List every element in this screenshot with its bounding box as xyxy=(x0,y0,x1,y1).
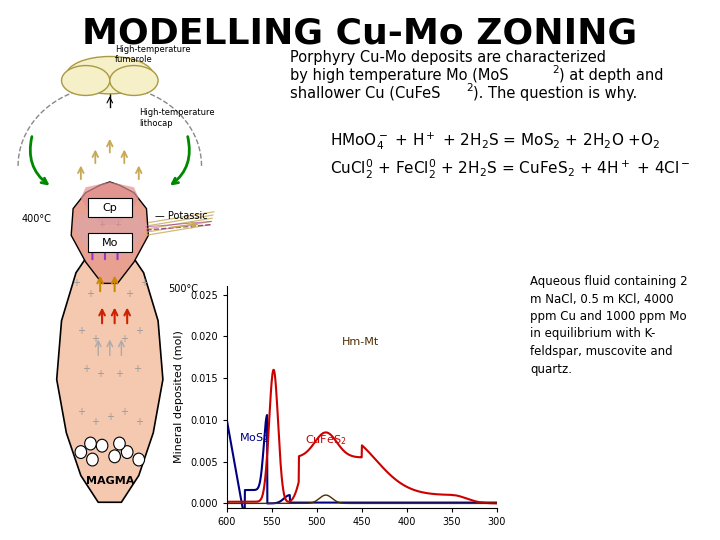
Text: +: + xyxy=(115,369,123,379)
Text: High-temperature
lithocap: High-temperature lithocap xyxy=(139,108,215,127)
Text: High-temperature
fumarole: High-temperature fumarole xyxy=(114,45,190,64)
Y-axis label: Mineral deposited (mol): Mineral deposited (mol) xyxy=(174,330,184,463)
Text: +: + xyxy=(106,412,114,422)
Text: Porphyry Cu-Mo deposits are characterized: Porphyry Cu-Mo deposits are characterize… xyxy=(290,50,606,65)
Ellipse shape xyxy=(66,57,153,94)
Text: +: + xyxy=(114,220,121,229)
Text: — Potassic: — Potassic xyxy=(156,211,208,221)
Text: +: + xyxy=(102,233,109,242)
Text: +: + xyxy=(91,417,99,427)
Ellipse shape xyxy=(61,65,110,96)
Text: ). The question is why.: ). The question is why. xyxy=(473,86,637,101)
Circle shape xyxy=(133,453,145,466)
Circle shape xyxy=(114,437,125,450)
Text: shallower Cu (CuFeS: shallower Cu (CuFeS xyxy=(290,86,441,101)
FancyBboxPatch shape xyxy=(88,198,132,217)
Text: +: + xyxy=(77,407,85,416)
Text: +: + xyxy=(135,417,143,427)
Circle shape xyxy=(122,446,133,458)
Text: HMoO$_4^-$ + H$^+$ + 2H$_2$S = MoS$_2$ + 2H$_2$O +O$_2$: HMoO$_4^-$ + H$^+$ + 2H$_2$S = MoS$_2$ +… xyxy=(330,130,660,152)
Text: 400°C: 400°C xyxy=(22,214,52,224)
Polygon shape xyxy=(73,208,146,256)
Text: +: + xyxy=(132,364,141,374)
Text: +: + xyxy=(120,334,128,344)
Circle shape xyxy=(75,446,86,458)
Text: MoS$_2$: MoS$_2$ xyxy=(239,431,269,444)
Text: +: + xyxy=(72,279,80,288)
Text: CuCl$_2^0$ + FeCl$_2^0$ + 2H$_2$S = CuFeS$_2$ + 4H$^+$ + 4Cl$^-$: CuCl$_2^0$ + FeCl$_2^0$ + 2H$_2$S = CuFe… xyxy=(330,158,690,181)
Text: +: + xyxy=(77,326,85,336)
Text: +: + xyxy=(135,326,143,336)
Circle shape xyxy=(96,439,108,452)
Text: +: + xyxy=(81,364,90,374)
Text: by high temperature Mo (MoS: by high temperature Mo (MoS xyxy=(290,68,508,83)
Text: 2: 2 xyxy=(466,83,472,93)
Text: ) at depth and: ) at depth and xyxy=(559,68,664,83)
Text: MAGMA: MAGMA xyxy=(86,476,134,486)
Text: +: + xyxy=(91,334,99,344)
Text: +: + xyxy=(140,279,148,288)
Polygon shape xyxy=(71,182,148,284)
Circle shape xyxy=(86,453,98,466)
Text: Mo: Mo xyxy=(102,238,118,248)
Text: +: + xyxy=(96,369,104,379)
Text: Aqueous fluid containing 2
m NaCl, 0.5 m KCl, 4000
ppm Cu and 1000 ppm Mo
in equ: Aqueous fluid containing 2 m NaCl, 0.5 m… xyxy=(530,275,688,375)
Text: +: + xyxy=(120,407,128,416)
Text: MODELLING Cu-Mo ZONING: MODELLING Cu-Mo ZONING xyxy=(82,17,638,51)
Text: 500°C: 500°C xyxy=(168,284,198,294)
Polygon shape xyxy=(81,182,139,225)
Ellipse shape xyxy=(109,65,158,96)
Text: +: + xyxy=(86,289,94,299)
Text: Hm-Mt: Hm-Mt xyxy=(342,336,379,347)
FancyBboxPatch shape xyxy=(88,233,132,252)
Text: +: + xyxy=(99,220,106,229)
Text: 2: 2 xyxy=(552,65,559,75)
Polygon shape xyxy=(57,235,163,502)
Text: Cp: Cp xyxy=(102,202,117,213)
Text: CuFeS$_2$: CuFeS$_2$ xyxy=(305,433,346,447)
Text: +: + xyxy=(114,233,121,242)
Circle shape xyxy=(85,437,96,450)
Text: +: + xyxy=(125,289,133,299)
Circle shape xyxy=(109,450,120,463)
